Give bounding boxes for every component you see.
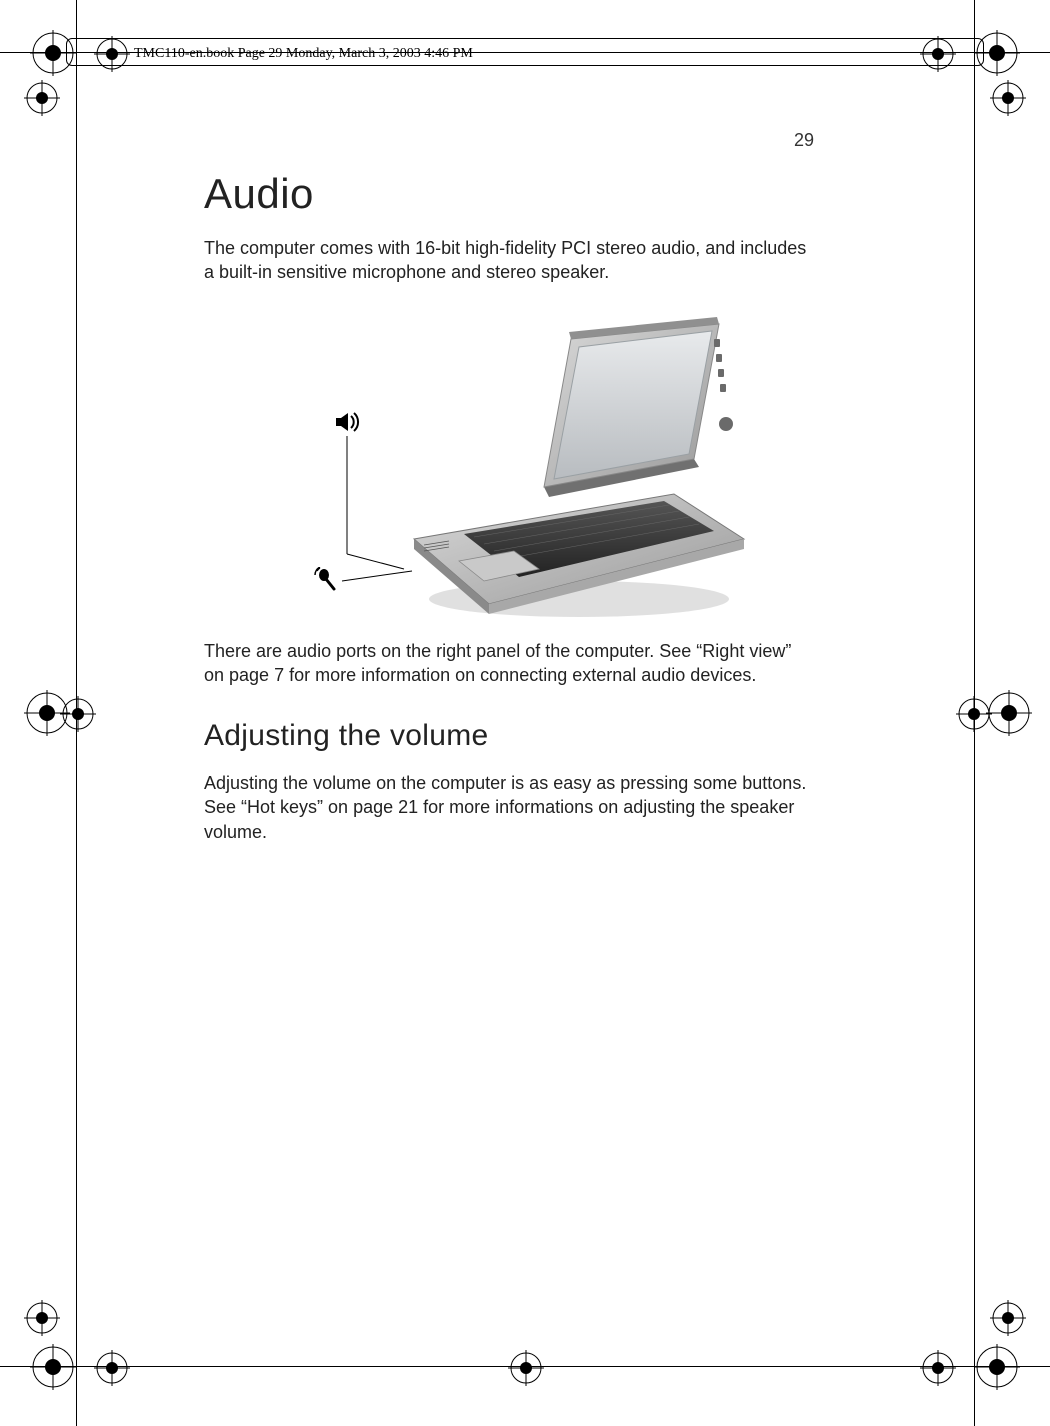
registration-mark-icon [920, 36, 956, 72]
laptop-illustration [394, 309, 754, 619]
registration-mark-icon [920, 1350, 956, 1386]
registration-mark-icon [974, 1344, 1020, 1390]
heading-adjusting-volume: Adjusting the volume [204, 719, 814, 753]
registration-mark-icon [94, 36, 130, 72]
registration-mark-icon [990, 80, 1026, 116]
content-column: 29 Audio The computer comes with 16-bit … [204, 130, 814, 844]
laptop-figure [204, 309, 814, 629]
registration-mark-icon [24, 1300, 60, 1336]
microphone-icon [314, 567, 340, 593]
registration-mark-icon [94, 1350, 130, 1386]
registration-mark-icon [30, 1344, 76, 1390]
paragraph-ports: There are audio ports on the right panel… [204, 639, 814, 688]
running-header-text: TMC110-en.book Page 29 Monday, March 3, … [134, 46, 473, 62]
registration-mark-icon [60, 696, 96, 732]
registration-mark-icon [24, 80, 60, 116]
paragraph-intro: The computer comes with 16-bit high-fide… [204, 236, 814, 285]
heading-audio: Audio [204, 170, 814, 218]
registration-mark-icon [986, 690, 1032, 736]
paragraph-volume: Adjusting the volume on the computer is … [204, 771, 814, 844]
registration-mark-icon [974, 30, 1020, 76]
page-number: 29 [794, 130, 814, 151]
registration-mark-icon [30, 30, 76, 76]
registration-mark-icon [508, 1350, 544, 1386]
registration-mark-icon [990, 1300, 1026, 1336]
